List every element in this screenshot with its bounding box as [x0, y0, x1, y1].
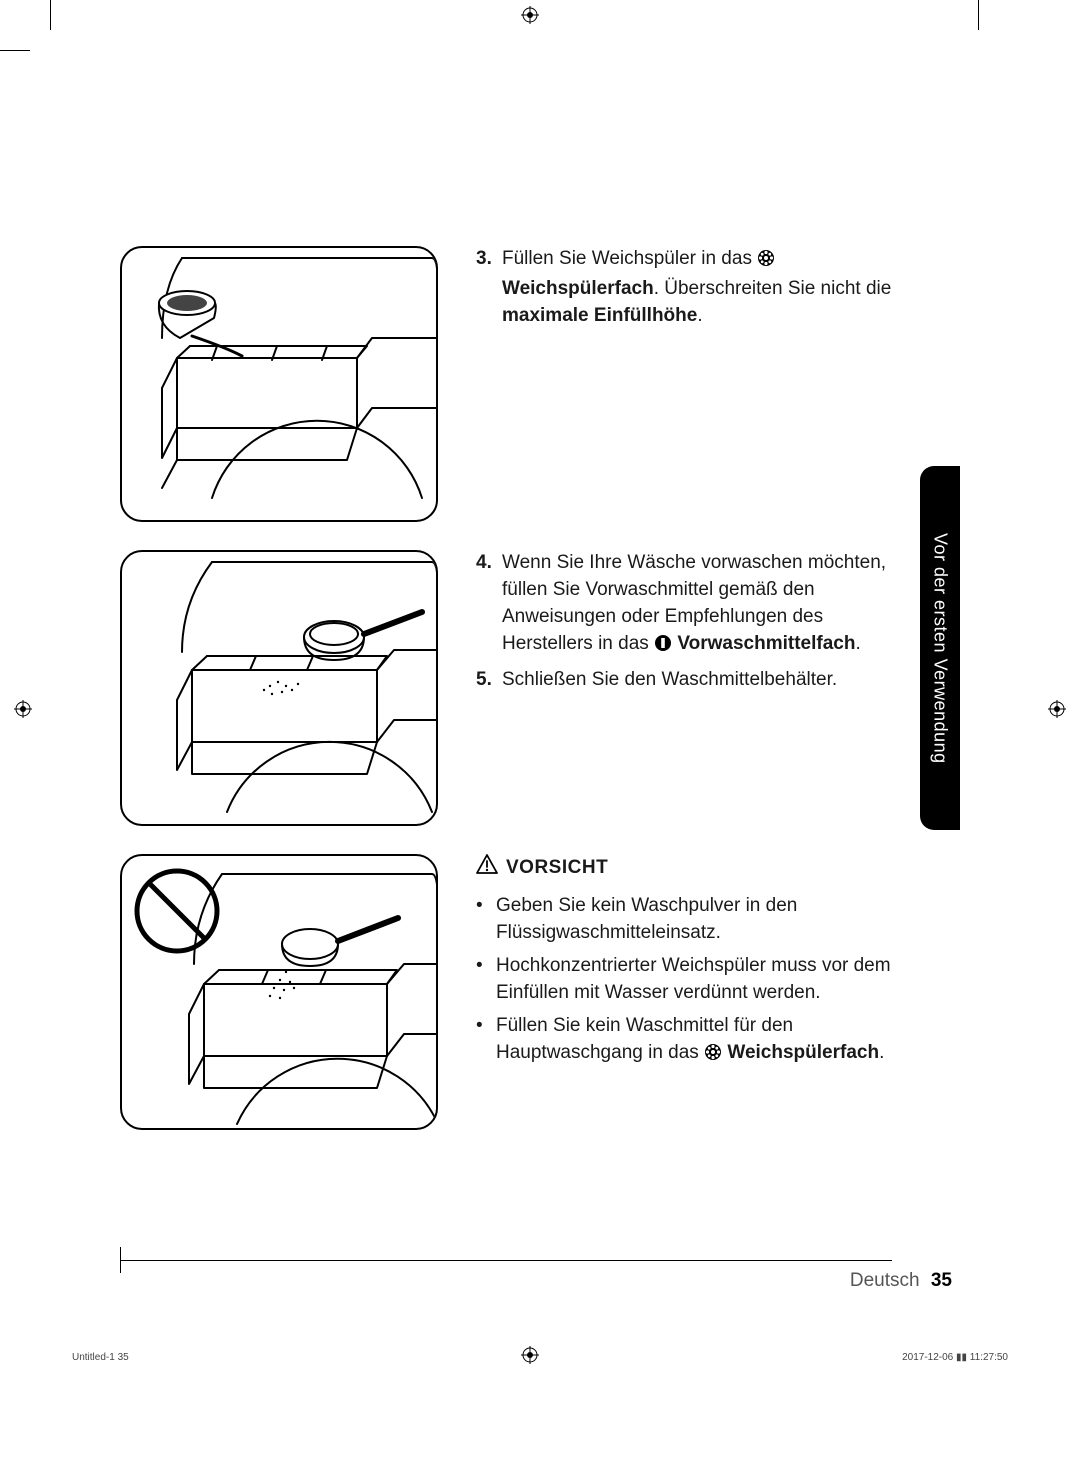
illustration-prewash-scoop: [120, 550, 438, 826]
registration-mark-icon: [521, 6, 539, 24]
caution-item: Geben Sie kein Waschpulver in den Flüssi…: [496, 893, 892, 947]
step-row-3: 3. Füllen Sie Weichspüler in das Weichsp…: [120, 246, 892, 522]
footer-page-label: Deutsch 35: [850, 1270, 952, 1292]
registration-mark-icon: [521, 1346, 539, 1364]
registration-mark-icon: [14, 700, 32, 718]
step-number: 4.: [476, 550, 502, 577]
crop-mark: [50, 0, 51, 30]
section-tab-label: Vor der ersten Verwendung: [930, 533, 951, 764]
step-row-4-5: 4. Wenn Sie Ihre Wäsche vorwaschen möcht…: [120, 550, 892, 826]
bullet: •: [476, 953, 496, 980]
step-body: Wenn Sie Ihre Wäsche vorwaschen möchten,…: [502, 550, 892, 661]
crop-mark: [978, 0, 979, 30]
content-area: 3. Füllen Sie Weichspüler in das Weichsp…: [120, 246, 892, 1158]
step-4-5-text: 4. Wenn Sie Ihre Wäsche vorwaschen möcht…: [476, 550, 892, 700]
caution-item: Füllen Sie kein Waschmittel für den Haup…: [496, 1013, 892, 1070]
step-number: 5.: [476, 667, 502, 694]
page: Vor der ersten Verwendung: [0, 0, 1080, 1476]
print-job-id: Untitled-1 35: [72, 1352, 129, 1363]
step-number: 3.: [476, 246, 502, 273]
footer-rule: [120, 1260, 892, 1261]
crop-mark: [0, 50, 30, 51]
warning-icon: [476, 854, 498, 883]
caution-text: VORSICHT • Geben Sie kein Waschpulver in…: [476, 854, 892, 1076]
softener-icon: [757, 249, 775, 276]
print-timestamp: 2017-12-06 ▮▮ 11:27:50: [902, 1352, 1008, 1363]
step-body: Schließen Sie den Waschmittelbehälter.: [502, 667, 892, 694]
registration-mark-icon: [1048, 700, 1066, 718]
prewash-icon: [654, 634, 672, 661]
illustration-pour-softener: [120, 246, 438, 522]
bullet: •: [476, 1013, 496, 1040]
caution-item: Hochkonzentrierter Weichspüler muss vor …: [496, 953, 892, 1007]
bullet: •: [476, 893, 496, 920]
step-body: Füllen Sie Weichspüler in das Weichspüle…: [502, 246, 892, 330]
caution-heading: VORSICHT: [476, 854, 892, 883]
caution-row: VORSICHT • Geben Sie kein Waschpulver in…: [120, 854, 892, 1130]
softener-icon: [704, 1043, 722, 1070]
illustration-do-not-powder: [120, 854, 438, 1130]
step-3-text: 3. Füllen Sie Weichspüler in das Weichsp…: [476, 246, 892, 336]
section-tab: Vor der ersten Verwendung: [920, 466, 960, 830]
